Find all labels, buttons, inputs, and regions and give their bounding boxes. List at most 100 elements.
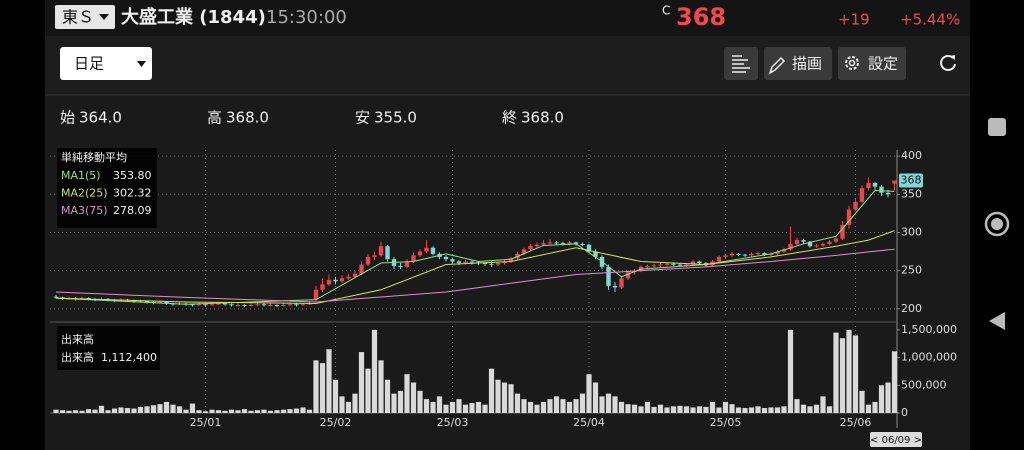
candle-body (469, 261, 475, 263)
nav-back[interactable] (989, 312, 1005, 330)
volume-bar (339, 396, 345, 413)
candle-body (417, 251, 423, 256)
x-tick-label: 25/03 (437, 416, 469, 429)
x-tick-label: 25/01 (190, 416, 222, 429)
volume-bar (748, 407, 755, 413)
volume-bar (319, 363, 326, 413)
volume-bar (813, 404, 820, 413)
volume-bar (72, 410, 79, 413)
ma-line (55, 230, 895, 304)
price-tag-box (899, 173, 923, 188)
y-tick-label: 400 (901, 149, 922, 162)
volume-bar (92, 409, 98, 413)
volume-bar (202, 411, 209, 413)
candle-body (807, 241, 813, 247)
volume-bar (664, 407, 670, 413)
ohlc-row: 始 364.0 高 368.0 安 355.0 終 368.0 (60, 109, 564, 127)
settings-button[interactable] (838, 47, 906, 80)
candle-body (554, 242, 559, 244)
volume-bar (111, 408, 118, 413)
candle-body (827, 241, 832, 244)
candle-body (742, 254, 748, 256)
candle-body (378, 246, 384, 256)
volume-bar (475, 401, 482, 413)
volume-bar (722, 401, 729, 413)
candle-body (268, 305, 273, 307)
volume-bar (878, 385, 885, 413)
candle-body (716, 256, 722, 262)
volume-bar (677, 405, 683, 413)
volume-bar (66, 410, 72, 413)
volume-bar (423, 399, 430, 413)
market-select[interactable] (55, 5, 115, 29)
price-tag: 368 (901, 174, 922, 187)
volume-value: 1,112,400 (101, 351, 157, 364)
candle-body (216, 303, 221, 305)
volume-bar (430, 401, 436, 413)
market-label[interactable]: 東Ｓ (62, 8, 94, 27)
volume-bar (787, 329, 794, 413)
candle-body (528, 246, 533, 250)
volume-bar (365, 368, 371, 413)
volume-bar (573, 399, 579, 413)
volume-bar (846, 329, 852, 413)
candle-body (463, 261, 468, 264)
candle-body (424, 247, 429, 252)
candle-body (482, 263, 488, 265)
volume-name: 出来高 (61, 350, 94, 364)
volume-bar (839, 338, 846, 413)
nav-recents[interactable] (988, 118, 1006, 136)
volume-bar (690, 407, 696, 413)
candle-body (157, 301, 163, 303)
refresh-icon[interactable] (940, 55, 956, 71)
volume-bar (436, 396, 443, 413)
period-select[interactable] (60, 47, 152, 80)
stock-name: 大盛工業 (1844) (121, 6, 266, 28)
candle-body (593, 251, 598, 257)
time: 15:30:00 (266, 7, 347, 28)
volume-bar (352, 393, 358, 413)
period-label[interactable]: 日足 (74, 55, 104, 73)
candle-body (755, 253, 761, 255)
volume-bar (254, 410, 261, 413)
ma-legend: MA1(5) 353.80 MA2(25) 302.32 MA3(75) 278.09 (61, 169, 152, 217)
volume-bar (274, 410, 280, 413)
settings-label[interactable]: 設定 (868, 55, 898, 73)
volume-bar (833, 332, 839, 413)
candle-body (430, 247, 436, 254)
candle-body (580, 243, 585, 245)
volume-bar (183, 409, 189, 413)
nav-home[interactable] (984, 211, 1010, 237)
volume-bar (462, 404, 469, 413)
gear-icon-center (848, 59, 856, 67)
y-tick-label: 250 (901, 264, 922, 277)
draw-label[interactable]: 描画 (792, 55, 822, 73)
candle-body (190, 304, 195, 306)
ma-legend-name: MA3(75) (61, 204, 108, 217)
ma-line (55, 189, 895, 305)
volume-bar (248, 410, 254, 413)
candle-body (846, 209, 852, 225)
volume-bar (566, 401, 573, 413)
volume-bar (170, 404, 176, 413)
volume-bar (527, 401, 534, 413)
top-bar (45, 0, 970, 36)
volume-bar (332, 379, 339, 413)
volume-bar (371, 329, 378, 413)
date-badge: < 06/09 > (870, 435, 922, 446)
volume-bar (137, 406, 144, 413)
volume-bar (560, 399, 566, 413)
candle-body (820, 243, 826, 246)
draw-button[interactable] (764, 47, 832, 80)
volume-tick-label: 1,500,000 (901, 323, 957, 336)
ohlc-value: 364.0 (79, 109, 122, 127)
volume-bar (716, 407, 722, 413)
volume-bar (410, 382, 417, 413)
candle-body (508, 258, 514, 262)
candle-body (320, 284, 325, 290)
candle-body (612, 285, 618, 288)
candle-body (229, 304, 234, 306)
volume-bar (781, 406, 787, 413)
volume-bar (469, 403, 475, 413)
